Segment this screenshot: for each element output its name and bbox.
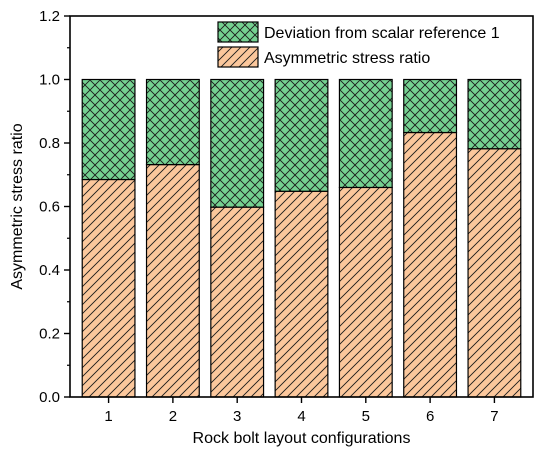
y-tick-label: 0.6 [39, 199, 60, 216]
bar-deviation-5 [338, 78, 393, 189]
y-tick-label: 0.2 [39, 326, 60, 343]
y-tick-label: 1.0 [39, 72, 60, 89]
legend-label-deviation: Deviation from scalar reference 1 [264, 25, 500, 42]
bar-ratio-7 [467, 148, 522, 398]
bar-ratio-5 [338, 186, 393, 398]
bar-ratio-3 [210, 206, 265, 398]
x-tick-label-3: 3 [233, 408, 241, 425]
x-tick-label-4: 4 [297, 408, 305, 425]
bar-deviation-1 [81, 78, 136, 181]
x-tick-label-5: 5 [362, 408, 370, 425]
bar-deviation-4 [274, 78, 329, 192]
y-tick-label: 0.8 [39, 135, 60, 152]
bars-layer [81, 78, 522, 398]
legend: Deviation from scalar reference 1 Asymmet… [217, 21, 500, 68]
x-tick-label-2: 2 [169, 408, 177, 425]
bar-ratio-4 [274, 190, 329, 398]
x-axis-title: Rock bolt layout configurations [193, 430, 411, 447]
x-tick-label-1: 1 [104, 408, 112, 425]
axes-layer: 0.0 0.2 0.4 0.6 0.8 1.0 1.2 1 2 3 4 5 6 7 [39, 8, 534, 425]
x-tick-label-6: 6 [426, 408, 434, 425]
x-tick-label-7: 7 [490, 408, 498, 425]
y-tick-label: 0.0 [39, 389, 60, 406]
bar-ratio-6 [403, 131, 458, 398]
y-tick-label: 1.2 [39, 8, 60, 25]
legend-label-ratio: Asymmetric stress ratio [264, 50, 430, 67]
bar-deviation-7 [467, 78, 522, 150]
legend-swatch-ratio [217, 46, 259, 68]
legend-swatch-deviation [217, 21, 259, 43]
bar-ratio-2 [145, 163, 200, 398]
y-axis-title: Asymmetric stress ratio [9, 123, 26, 289]
bar-ratio-1 [81, 178, 136, 398]
bar-deviation-2 [145, 78, 200, 166]
bar-deviation-3 [210, 78, 265, 208]
y-tick-label: 0.4 [39, 262, 60, 279]
bar-deviation-6 [403, 78, 458, 134]
